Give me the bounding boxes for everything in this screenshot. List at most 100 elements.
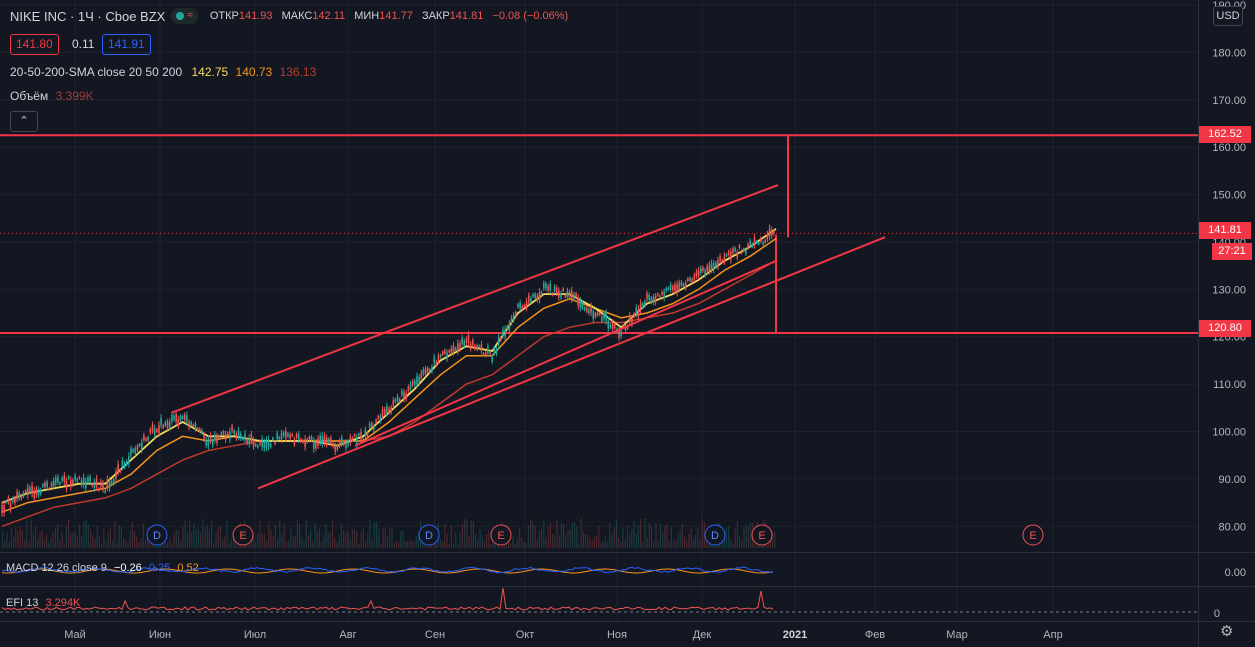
bid-price-button[interactable]: 141.80: [10, 34, 59, 55]
candle-body: [598, 312, 601, 316]
candle-body: [381, 409, 384, 417]
candle-body: [392, 399, 395, 406]
volume-bar: [772, 531, 774, 548]
volume-bar: [450, 525, 452, 548]
x-tick-label: Фев: [865, 629, 885, 641]
volume-bar: [534, 525, 536, 548]
volume-bar: [384, 527, 386, 548]
volume-bar: [164, 541, 166, 548]
volume-bar: [413, 541, 415, 548]
candle-body: [736, 252, 739, 258]
volume-bar: [182, 526, 184, 548]
candle-body: [712, 263, 715, 271]
bar-countdown-label: 27:21: [1212, 243, 1252, 260]
candle-body: [97, 488, 100, 491]
dividend-marker[interactable]: [704, 524, 726, 546]
volume-bar: [173, 532, 175, 548]
candle-body: [113, 478, 115, 484]
legend-title: NIKE INC · 1Ч · Cboe BZX ≈ ОТКР141.93 МА…: [10, 8, 574, 24]
volume-bar: [736, 521, 738, 548]
dividend-marker[interactable]: [146, 524, 168, 546]
candle-body: [435, 361, 438, 366]
candle-body: [308, 436, 311, 440]
candle-body: [448, 350, 450, 353]
trendline[interactable]: [257, 236, 886, 490]
volume-bar: [631, 529, 633, 548]
volume-bar: [475, 534, 477, 548]
dividend-marker[interactable]: [418, 524, 440, 546]
settings-gear-icon[interactable]: ⚙: [1220, 623, 1234, 640]
volume-bar: [211, 521, 213, 548]
ask-price-button[interactable]: 141.91: [102, 34, 151, 55]
volume-bar: [604, 535, 606, 548]
volume-bar: [642, 541, 644, 548]
earnings-marker[interactable]: [490, 524, 512, 546]
candle-body: [388, 408, 390, 413]
earnings-marker[interactable]: [232, 524, 254, 546]
volume-bar: [622, 527, 624, 548]
volume-bar: [459, 532, 461, 548]
volume-bar: [332, 520, 334, 548]
candle-body: [162, 425, 165, 428]
candle-body: [635, 307, 638, 315]
candle-body: [596, 312, 599, 316]
candle-body: [672, 286, 674, 291]
collapse-legend-button[interactable]: ⌃: [10, 111, 38, 132]
volume-bar: [178, 530, 180, 548]
earnings-marker[interactable]: [1022, 524, 1044, 546]
volume-bar: [32, 533, 34, 548]
volume-bars: [2, 518, 776, 548]
candle-body: [527, 295, 530, 303]
volume-bar: [224, 535, 226, 548]
wave-icon: ≈: [187, 10, 193, 21]
candle-body: [547, 285, 549, 291]
sma-legend[interactable]: 20-50-200-SMA close 20 50 200 142.75 140…: [10, 65, 316, 79]
candle-body: [439, 354, 442, 358]
candle-body: [312, 441, 315, 450]
currency-button[interactable]: USD: [1213, 6, 1243, 26]
volume-bar: [107, 532, 109, 548]
volume-bar: [380, 543, 382, 548]
sma50-value: 140.73: [235, 65, 273, 79]
candle-body: [229, 431, 231, 440]
efi-legend[interactable]: EFI 13 3.294K: [6, 597, 80, 609]
trendline[interactable]: [171, 184, 779, 414]
x-tick-label: Апр: [1043, 629, 1062, 641]
volume-bar: [739, 536, 741, 548]
candle-body: [508, 323, 511, 331]
volume-bar: [323, 534, 325, 548]
candle-body: [295, 434, 298, 438]
candle-body: [360, 431, 362, 440]
macd-legend[interactable]: MACD 12 26 close 9 −0.26 0.25 0.52: [6, 562, 199, 574]
volume-bar: [26, 519, 28, 548]
volume-bar: [325, 524, 327, 548]
candle-body: [67, 476, 70, 479]
volume-bar: [266, 540, 268, 548]
candle-body: [269, 444, 272, 448]
candle-body: [323, 435, 326, 443]
candle-body: [278, 436, 281, 440]
volume-bar: [48, 541, 50, 548]
candle-body: [457, 343, 459, 351]
volume-bar: [673, 538, 675, 548]
volume-bar: [373, 522, 375, 548]
macd-axis-label: 0.00: [1225, 567, 1246, 579]
candle-body: [289, 434, 291, 439]
candle-body: [558, 290, 560, 298]
earnings-marker[interactable]: [751, 524, 773, 546]
volume-legend[interactable]: Объём 3.399K: [10, 89, 94, 103]
candle-body: [267, 439, 270, 447]
volume-bar: [72, 532, 74, 548]
candle-body: [63, 475, 66, 482]
volume-bar: [664, 526, 666, 548]
volume-bar: [655, 523, 657, 548]
y-tick-label: 110.00: [1213, 379, 1246, 391]
volume-bar: [596, 535, 598, 548]
candle-body: [91, 483, 94, 487]
symbol-name[interactable]: NIKE INC · 1Ч · Cboe BZX: [10, 8, 166, 24]
trendline[interactable]: [354, 259, 777, 447]
candle-body: [199, 428, 201, 432]
market-status[interactable]: ≈: [171, 8, 198, 24]
